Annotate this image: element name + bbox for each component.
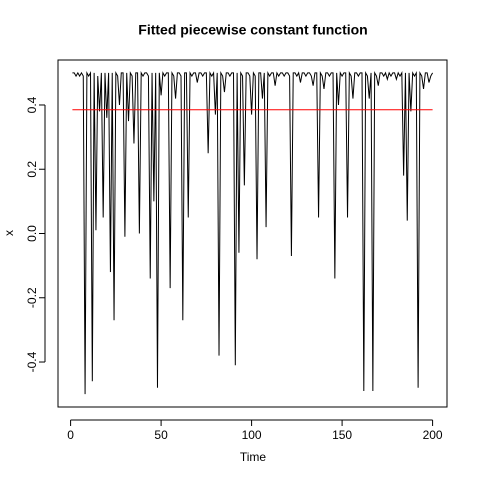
y-tick-label: 0.4 — [25, 96, 39, 113]
y-tick-label: -0.2 — [25, 287, 39, 308]
x-tick-label: 100 — [242, 428, 262, 442]
series-line — [72, 70, 434, 395]
x-tick-label: 50 — [154, 428, 168, 442]
x-tick-label: 150 — [332, 428, 352, 442]
x-tick-label: 0 — [67, 428, 74, 442]
y-tick-label: 0.2 — [25, 161, 39, 178]
y-tick-label: 0.0 — [25, 225, 39, 242]
y-tick-label: -0.4 — [25, 351, 39, 372]
chart-title: Fitted piecewise constant function — [138, 22, 367, 38]
x-axis-label: Time — [240, 450, 267, 464]
plot-box — [57, 59, 448, 408]
x-tick-label: 200 — [423, 428, 443, 442]
y-axis-label: x — [2, 230, 16, 236]
